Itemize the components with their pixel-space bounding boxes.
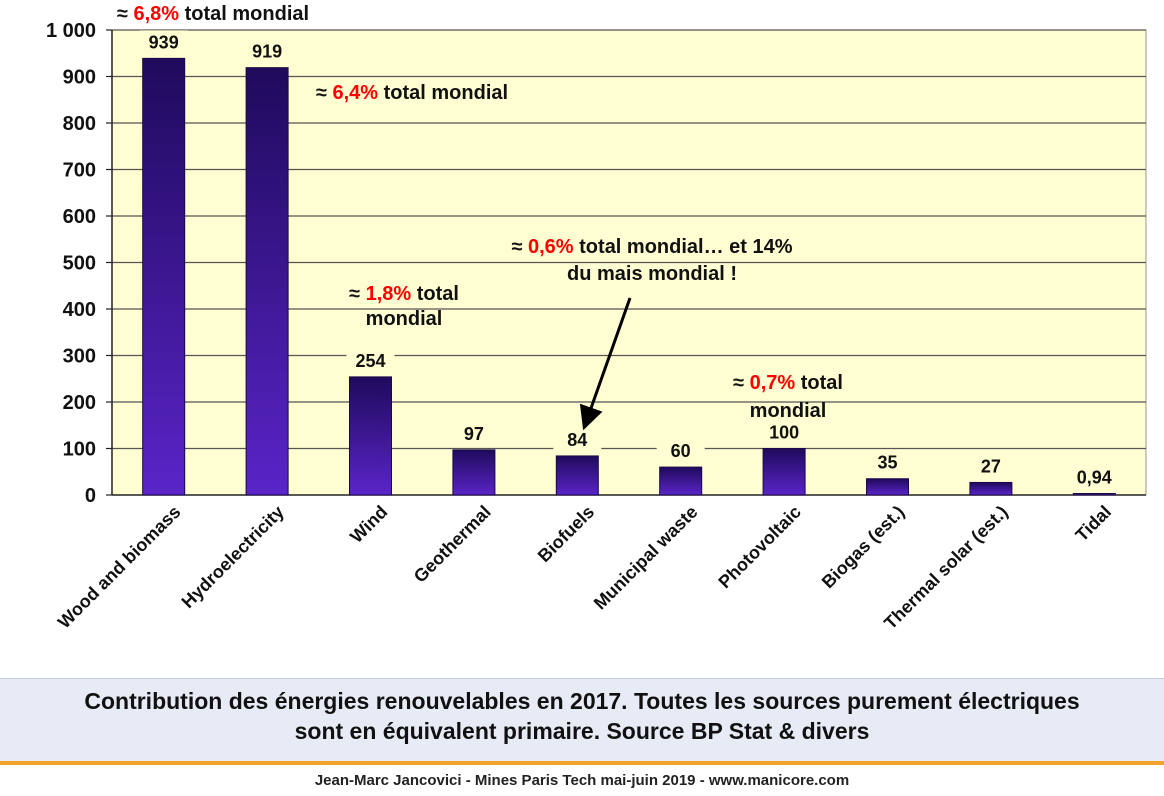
- bar: [142, 57, 186, 496]
- annotation-text: du mais mondial !: [567, 263, 737, 285]
- value-label: 27: [981, 456, 1001, 476]
- y-tick-label: 900: [63, 67, 96, 89]
- category-label: Hydroelectricity: [178, 502, 288, 612]
- y-tick-labels: 0 100 200 300 400 500 600 700 800 900 1 000: [46, 20, 112, 507]
- value-label: 97: [464, 424, 484, 444]
- bars: [142, 57, 1116, 496]
- bar: [762, 448, 806, 496]
- value-label: 100: [769, 423, 799, 443]
- annotation-wind: ≈ 1,8% total: [349, 283, 459, 305]
- annotation-biofuels: du mais mondial !: [567, 263, 737, 285]
- y-tick-label: 0: [85, 485, 96, 507]
- category-label: Wood and biomass: [54, 502, 185, 633]
- caption-band: [0, 678, 1164, 761]
- bar: [452, 449, 496, 496]
- caption-line-1: Contribution des énergies renouvelables …: [84, 688, 1080, 714]
- value-label-background: [346, 348, 395, 371]
- annotation-biofuels: ≈ 0,6% total mondial… et 14%: [511, 236, 792, 258]
- annotation-hydro: ≈ 6,4% total mondial: [316, 82, 508, 104]
- annotation-highlight: 6,4%: [332, 82, 378, 104]
- annotation-highlight: 6,8%: [133, 3, 179, 25]
- annotation-text: mondial: [366, 308, 443, 330]
- category-label: Biofuels: [534, 502, 598, 566]
- value-label: 0,94: [1077, 468, 1112, 488]
- bar: [969, 481, 1013, 496]
- y-tick-label: 100: [63, 439, 96, 461]
- annotation-text: total mondial: [179, 3, 309, 25]
- value-label-background: [863, 450, 912, 473]
- annotation-text: ≈: [733, 372, 750, 394]
- annotation-text: ≈: [349, 283, 366, 305]
- value-label-background: [243, 39, 292, 62]
- category-label: Municipal waste: [590, 502, 702, 614]
- value-label: 35: [877, 453, 897, 473]
- category-label: Biogas (est.): [818, 502, 909, 593]
- bar: [555, 455, 599, 496]
- category-label: Geothermal: [410, 502, 495, 587]
- bar: [1072, 493, 1116, 496]
- value-label: 254: [355, 351, 385, 371]
- y-tick-label: 1 000: [46, 20, 96, 42]
- y-tick-label: 600: [63, 206, 96, 228]
- value-label-background: [1070, 465, 1119, 488]
- annotation-text: ≈: [316, 82, 333, 104]
- annotation-highlight: 0,7%: [750, 372, 796, 394]
- y-tick-label: 200: [63, 392, 96, 414]
- y-tick-label: 800: [63, 113, 96, 135]
- value-labels: 939 919 254 97 84 60 100 35 27 0,94: [139, 30, 1119, 488]
- value-label-background: [553, 427, 602, 450]
- value-label-background: [656, 439, 705, 462]
- footer-divider: [0, 761, 1164, 765]
- annotation-text: total: [795, 372, 843, 394]
- y-tick-label: 700: [63, 160, 96, 182]
- annotation-pv: ≈ 0,7% total: [733, 372, 843, 394]
- value-label: 60: [671, 441, 691, 461]
- footer-credit: Jean-Marc Jancovici - Mines Paris Tech m…: [314, 772, 850, 789]
- annotation-text: total: [411, 283, 459, 305]
- annotation-text: ≈: [511, 236, 528, 258]
- value-label: 84: [567, 430, 587, 450]
- value-label-background: [449, 421, 498, 444]
- annotations: ≈ 6,8% total mondial≈ 6,4% total mondial…: [117, 3, 843, 431]
- y-tick-label: 400: [63, 299, 96, 321]
- caption-line-2: sont en équivalent primaire. Source BP S…: [294, 718, 870, 744]
- bar: [349, 376, 392, 496]
- bar: [866, 478, 909, 496]
- category-label: Wind: [346, 502, 391, 547]
- annotation-wind: mondial: [366, 308, 443, 330]
- category-label: Tidal: [1072, 502, 1116, 546]
- category-label: Photovoltaic: [714, 502, 805, 593]
- annotation-text: mondial: [750, 400, 827, 422]
- value-label: 919: [252, 42, 282, 62]
- y-tick-label: 500: [63, 253, 96, 275]
- y-tick-label: 300: [63, 346, 96, 368]
- annotation-text: total mondial: [378, 82, 508, 104]
- bar-chart: 0 100 200 300 400 500 600 700 800 900 1 000 939 919…: [46, 3, 1147, 634]
- value-label-background: [760, 420, 809, 443]
- annotation-highlight: 1,8%: [366, 283, 412, 305]
- bar: [245, 67, 289, 496]
- annotation-arrow: [579, 297, 632, 431]
- annotation-text: total mondial… et 14%: [574, 236, 793, 258]
- bar: [659, 466, 703, 496]
- value-label-background: [139, 30, 188, 53]
- annotation-wood: ≈ 6,8% total mondial: [117, 3, 309, 25]
- annotation-highlight: 0,6%: [528, 236, 574, 258]
- value-label-background: [966, 454, 1015, 477]
- annotation-text: ≈: [117, 3, 134, 25]
- annotation-pv: mondial: [750, 400, 827, 422]
- value-label: 939: [149, 32, 179, 52]
